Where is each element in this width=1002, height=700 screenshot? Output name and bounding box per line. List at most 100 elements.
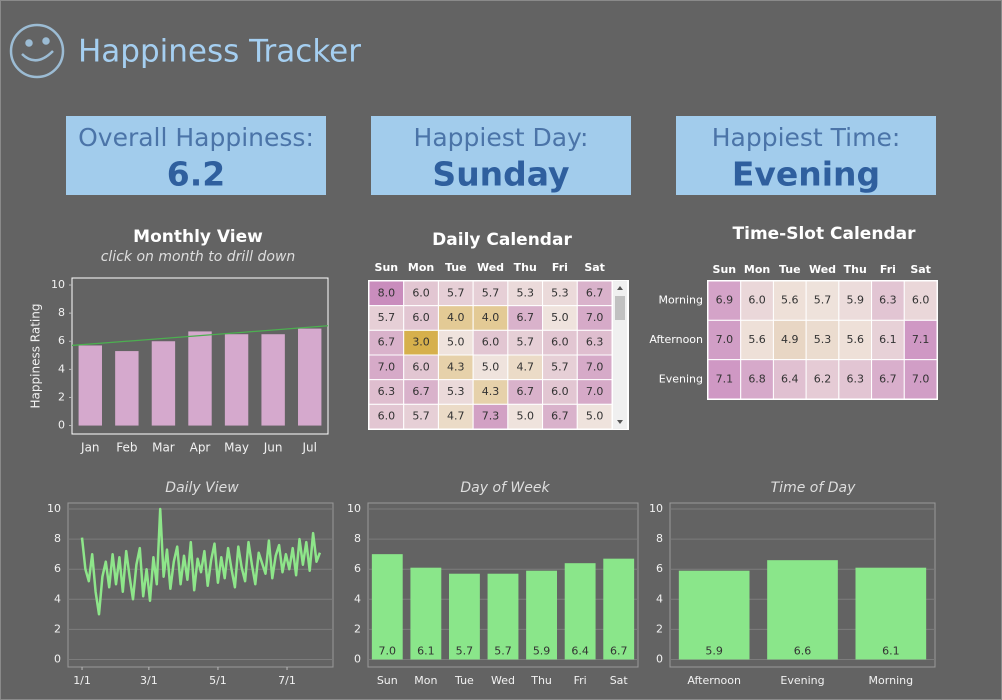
kpi-value: 6.2 <box>167 155 225 194</box>
cell-label: 8.0 <box>378 286 396 299</box>
cell-label: 5.3 <box>814 333 832 346</box>
bar <box>564 563 596 660</box>
x-tick-label: Feb <box>116 441 137 455</box>
kpi-value: Evening <box>732 155 880 194</box>
bar[interactable] <box>188 331 212 426</box>
value-label: 5.9 <box>705 644 723 657</box>
column-header: Sun <box>375 261 399 274</box>
scrollbar-thumb[interactable] <box>615 296 625 320</box>
heatmap-cell <box>437 305 474 331</box>
column-header: Sun <box>713 263 737 276</box>
bar <box>603 558 635 660</box>
scroll-down[interactable] <box>617 420 623 424</box>
bar <box>487 573 519 660</box>
heatmap-cell <box>437 329 474 356</box>
y-tick-label: 10 <box>347 502 361 515</box>
cell-label: 5.3 <box>516 286 534 299</box>
heatmap-cell <box>772 359 807 400</box>
heatmap-cell <box>576 403 613 430</box>
column-header: Mon <box>744 263 770 276</box>
bar[interactable] <box>224 334 249 426</box>
cell-label: 4.3 <box>482 385 500 398</box>
cell-label: 5.0 <box>516 410 534 423</box>
cell-label: 5.7 <box>482 286 500 299</box>
column-header: Fri <box>552 261 568 274</box>
value-label: 6.1 <box>882 644 900 657</box>
heatmap-cell <box>368 305 405 331</box>
cell-label: 6.4 <box>781 372 799 385</box>
scroll-up[interactable] <box>617 286 623 290</box>
x-tick-label: Tue <box>454 674 474 687</box>
cell-label: 5.7 <box>814 294 832 307</box>
cell-label: 6.7 <box>879 372 897 385</box>
cell-label: 6.7 <box>551 410 569 423</box>
kpi-value: Sunday <box>432 155 569 194</box>
bar <box>526 570 557 660</box>
cell-label: 5.7 <box>378 311 396 324</box>
y-tick-label: 4 <box>58 362 65 375</box>
cell-label: 5.9 <box>846 294 864 307</box>
x-tick-label: Jun <box>263 441 283 455</box>
heatmap-cell <box>740 359 774 400</box>
cell-label: 5.7 <box>516 336 534 349</box>
bar[interactable] <box>261 334 285 426</box>
cell-label: 6.8 <box>748 372 766 385</box>
cell-label: 7.0 <box>716 333 734 346</box>
heatmap-cell <box>368 403 405 430</box>
cell-label: 4.9 <box>781 333 799 346</box>
x-tick-label: Jul <box>301 441 316 455</box>
bar[interactable] <box>298 328 322 426</box>
value-label: 6.1 <box>417 644 435 657</box>
cell-label: 6.3 <box>586 336 604 349</box>
column-header: Tue <box>445 261 467 274</box>
x-tick-label: 3/1 <box>140 674 158 687</box>
bar[interactable] <box>151 341 176 426</box>
x-tick-label: 7/1 <box>278 674 296 687</box>
cell-label: 6.7 <box>412 385 430 398</box>
cell-label: 6.7 <box>516 311 534 324</box>
bar[interactable] <box>78 345 102 426</box>
column-header: Wed <box>477 261 504 274</box>
cell-label: 6.3 <box>378 385 396 398</box>
cell-label: 5.3 <box>551 286 569 299</box>
x-tick-label: May <box>224 441 249 455</box>
trend-line <box>71 325 329 347</box>
y-tick-label: 4 <box>54 592 61 605</box>
heatmap-cell <box>772 319 807 361</box>
y-tick-label: 8 <box>58 306 65 319</box>
heatmap-cell <box>903 359 938 400</box>
heatmap-cell <box>403 403 439 430</box>
row-label: Morning <box>658 294 703 307</box>
value-label: 6.4 <box>571 644 589 657</box>
heatmap-cell <box>903 319 938 361</box>
cell-label: 6.0 <box>551 336 569 349</box>
heatmap-cell <box>805 359 840 400</box>
cell-label: 4.3 <box>447 360 465 373</box>
cell-label: 5.7 <box>412 410 430 423</box>
kpi-label: Happiest Time: <box>712 123 901 152</box>
y-axis-label: Happiness Rating <box>29 304 43 409</box>
bar <box>449 573 480 660</box>
heatmap-cell <box>772 280 807 321</box>
cell-label: 5.6 <box>846 333 864 346</box>
cell-label: 6.0 <box>482 336 500 349</box>
column-header: Sat <box>584 261 605 274</box>
y-tick-label: 8 <box>54 532 61 545</box>
column-header: Thu <box>844 263 867 276</box>
heatmap-cell <box>576 329 613 356</box>
y-tick-label: 6 <box>58 334 65 347</box>
cell-label: 7.0 <box>586 385 604 398</box>
y-tick-label: 0 <box>54 652 61 665</box>
heatmap-cell <box>507 280 544 307</box>
bar[interactable] <box>115 351 139 426</box>
cell-label: 6.0 <box>551 385 569 398</box>
heatmap-cell <box>472 403 509 430</box>
cell-label: 6.7 <box>586 286 604 299</box>
y-tick-label: 6 <box>354 562 361 575</box>
chart-title: Time-Slot Calendar <box>733 224 917 244</box>
y-tick-label: 4 <box>354 592 361 605</box>
y-tick-label: 10 <box>51 278 65 291</box>
chart-title: Monthly View <box>133 227 263 247</box>
cell-label: 4.0 <box>482 311 500 324</box>
cell-label: 4.7 <box>447 410 465 423</box>
